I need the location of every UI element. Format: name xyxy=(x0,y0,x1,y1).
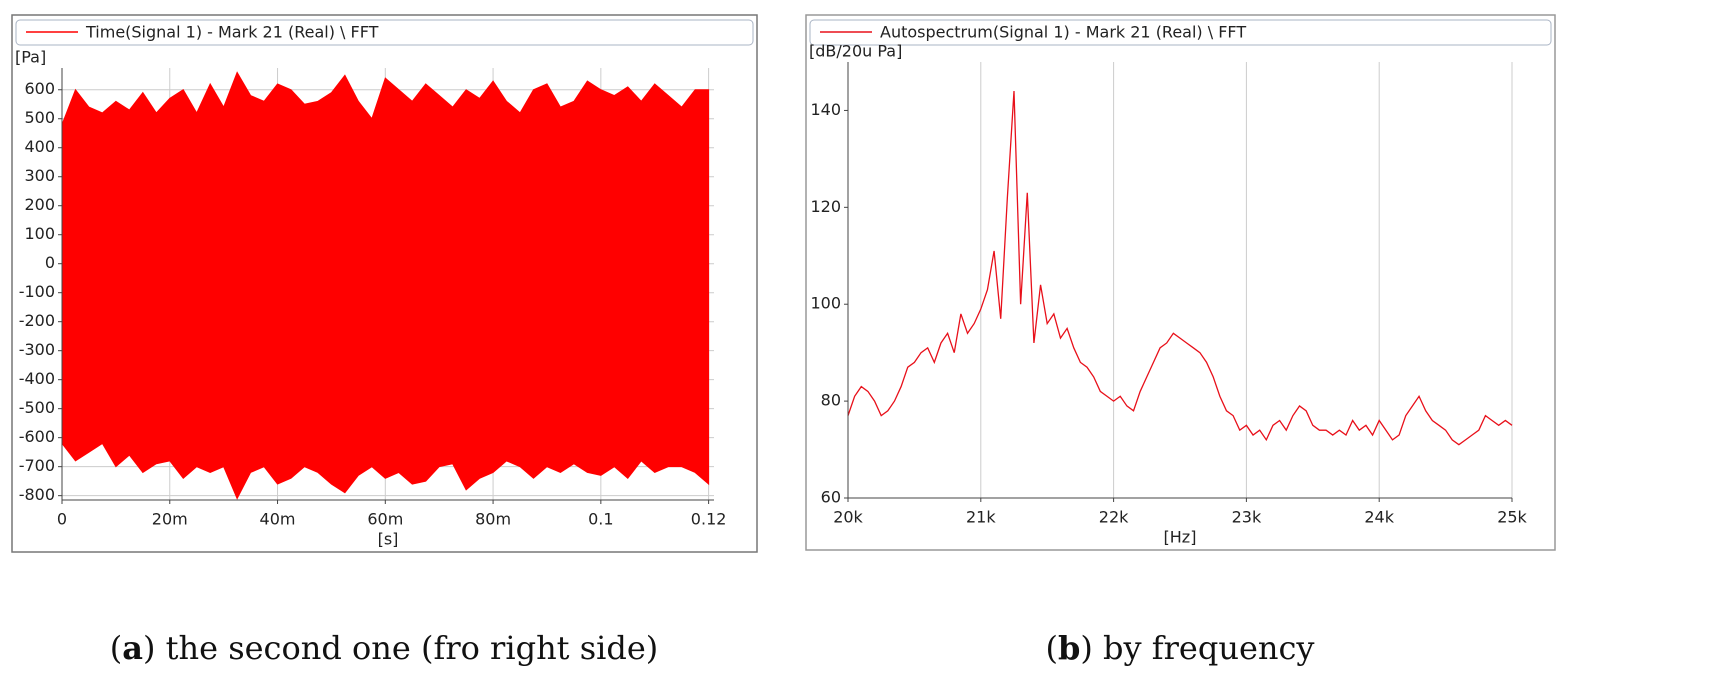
legend-label: Autospectrum(Signal 1) - Mark 21 (Real) … xyxy=(880,23,1246,42)
x-tick-label: 40m xyxy=(260,510,296,529)
x-tick-label: 25k xyxy=(1497,508,1527,527)
signal-area xyxy=(61,71,710,265)
x-tick-label: 0.1 xyxy=(588,510,613,529)
legend-box xyxy=(15,19,754,46)
x-tick-label: 22k xyxy=(1099,508,1129,527)
chart-frame xyxy=(805,14,1556,551)
y-axis-label: [Pa] xyxy=(15,48,46,67)
x-tick-label: 0.12 xyxy=(691,510,727,529)
legend-box xyxy=(809,19,1552,46)
spectrum-line xyxy=(847,91,1513,446)
y-tick-label: -600 xyxy=(19,427,55,446)
x-tick-label: 80m xyxy=(475,510,511,529)
y-tick-label: 500 xyxy=(24,108,55,127)
y-tick-label: 0 xyxy=(45,253,55,272)
y-tick-label: 80 xyxy=(821,391,841,410)
x-tick-label: 21k xyxy=(966,508,996,527)
caption-part: ( xyxy=(1046,629,1058,667)
x-tick-label: 0 xyxy=(57,510,67,529)
x-tick-label: 23k xyxy=(1232,508,1262,527)
y-tick-label: 120 xyxy=(810,197,841,216)
y-tick-label: 100 xyxy=(24,224,55,243)
y-tick-label: -800 xyxy=(19,485,55,504)
caption-part: b xyxy=(1058,629,1080,667)
y-tick-label: -700 xyxy=(19,456,55,475)
x-tick-label: 20m xyxy=(152,510,188,529)
y-tick-label: 200 xyxy=(24,195,55,214)
y-tick-label: 300 xyxy=(24,166,55,185)
x-axis-label: [Hz] xyxy=(1164,528,1197,547)
y-tick-label: 400 xyxy=(24,137,55,156)
x-axis-label: [s] xyxy=(378,530,399,549)
caption-part: ) by frequency xyxy=(1080,629,1314,667)
caption: (b) by frequency xyxy=(1046,629,1315,667)
y-tick-label: -100 xyxy=(19,282,55,301)
legend-label: Time(Signal 1) - Mark 21 (Real) \ FFT xyxy=(85,23,379,42)
y-tick-label: 140 xyxy=(810,100,841,119)
y-tick-label: -200 xyxy=(19,311,55,330)
y-axis-label: [dB/20u Pa] xyxy=(809,42,902,61)
y-tick-label: 100 xyxy=(810,294,841,313)
y-tick-label: -300 xyxy=(19,340,55,359)
signal-area xyxy=(61,263,710,500)
caption-part: a xyxy=(122,629,143,667)
x-tick-label: 24k xyxy=(1364,508,1394,527)
caption-part: ( xyxy=(110,629,122,667)
x-tick-label: 60m xyxy=(367,510,403,529)
y-tick-label: 600 xyxy=(24,79,55,98)
y-tick-label: 60 xyxy=(821,488,841,507)
caption-part: ) the second one (fro right side) xyxy=(143,629,658,667)
y-tick-label: -400 xyxy=(19,369,55,388)
x-tick-label: 20k xyxy=(833,508,863,527)
y-tick-label: -500 xyxy=(19,398,55,417)
caption: (a) the second one (fro right side) xyxy=(110,629,659,667)
